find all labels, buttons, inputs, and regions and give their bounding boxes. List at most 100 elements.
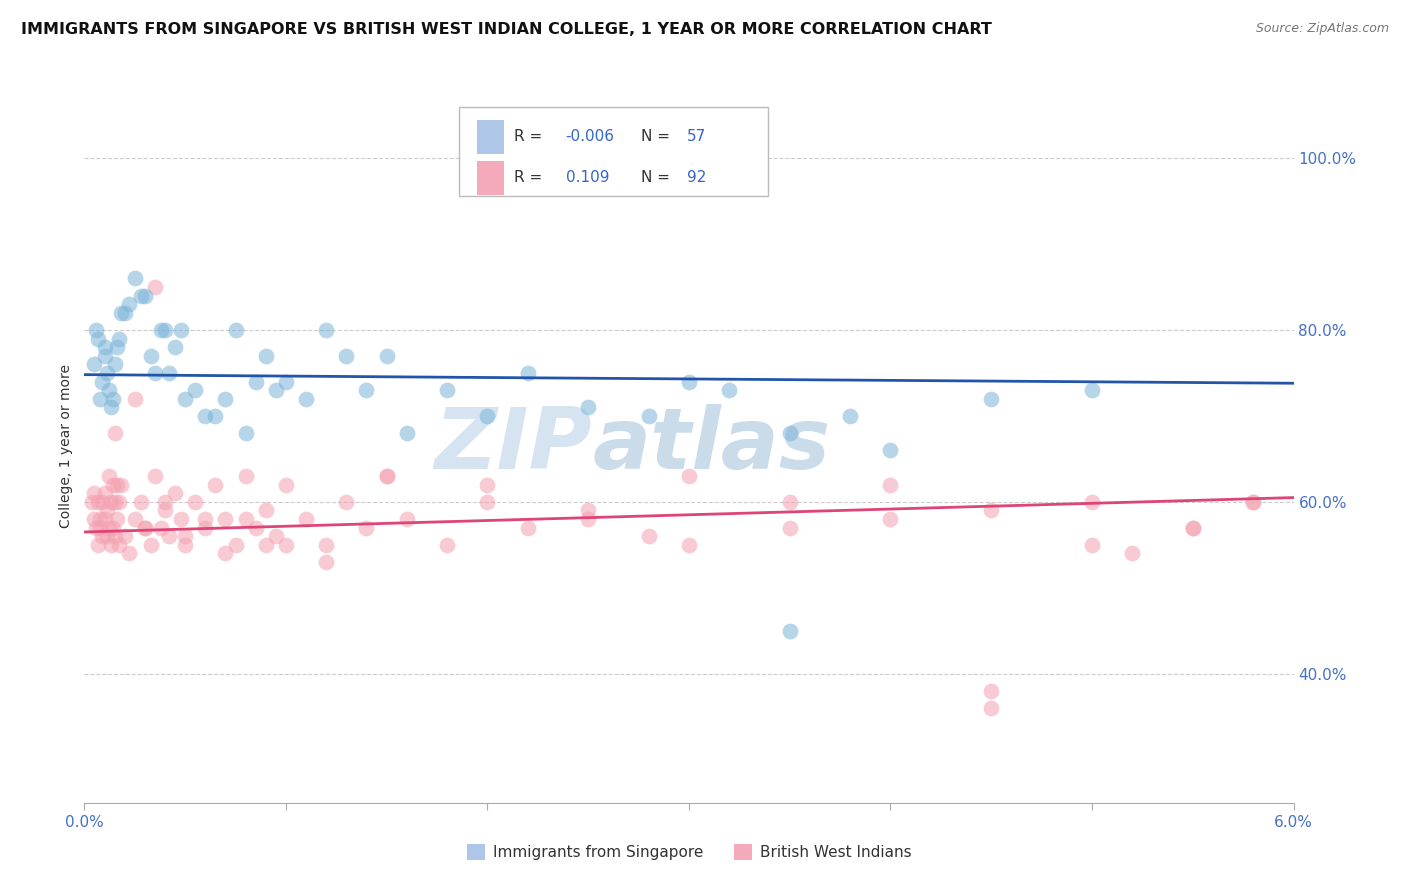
Point	[980, 684, 1002, 698]
Point	[980, 503, 1002, 517]
Point	[104, 495, 127, 509]
Point	[254, 349, 277, 363]
Point	[110, 477, 132, 491]
Point	[110, 306, 132, 320]
Text: -0.006: -0.006	[565, 129, 614, 145]
Point	[718, 383, 741, 397]
Point	[129, 288, 152, 302]
Point	[1181, 521, 1204, 535]
Point	[153, 503, 176, 517]
Point	[170, 512, 193, 526]
Point	[576, 401, 599, 415]
Point	[516, 366, 538, 380]
Point	[295, 512, 318, 526]
Point	[96, 503, 118, 517]
Point	[170, 323, 193, 337]
Point	[1241, 495, 1264, 509]
Point	[96, 529, 118, 543]
Point	[879, 443, 901, 458]
Point	[96, 366, 118, 380]
Point	[101, 477, 124, 491]
Point	[204, 477, 226, 491]
Point	[124, 392, 146, 406]
Point	[134, 521, 156, 535]
Point	[395, 426, 418, 441]
Point	[779, 495, 801, 509]
Point	[375, 469, 398, 483]
Point	[194, 409, 217, 423]
Point	[1181, 521, 1204, 535]
Text: R =: R =	[513, 129, 547, 145]
Point	[104, 529, 127, 543]
Point	[315, 555, 337, 569]
Point	[118, 297, 141, 311]
Point	[516, 521, 538, 535]
Point	[225, 323, 247, 337]
Point	[245, 521, 267, 535]
Point	[637, 409, 659, 423]
Point	[395, 512, 418, 526]
Text: ZIP: ZIP	[434, 404, 592, 488]
Text: Source: ZipAtlas.com: Source: ZipAtlas.com	[1256, 22, 1389, 36]
Point	[100, 538, 122, 552]
Point	[105, 477, 128, 491]
Point	[980, 701, 1002, 715]
Point	[107, 538, 129, 552]
Point	[839, 409, 862, 423]
Point	[97, 521, 120, 535]
Point	[477, 409, 499, 423]
Point	[436, 383, 458, 397]
Point	[214, 392, 236, 406]
Point	[86, 323, 108, 337]
Point	[100, 401, 122, 415]
Point	[107, 332, 129, 346]
Point	[477, 477, 499, 491]
Point	[980, 392, 1002, 406]
Point	[1081, 538, 1104, 552]
Point	[235, 426, 257, 441]
Y-axis label: College, 1 year or more: College, 1 year or more	[59, 364, 73, 528]
Point	[93, 512, 115, 526]
Point	[87, 332, 110, 346]
Text: 57: 57	[686, 129, 706, 145]
Point	[214, 512, 236, 526]
Point	[254, 538, 277, 552]
Point	[356, 521, 378, 535]
Bar	[478, 120, 503, 154]
Point	[1081, 495, 1104, 509]
Point	[89, 392, 111, 406]
Point	[124, 512, 146, 526]
Point	[89, 512, 111, 526]
Point	[97, 469, 120, 483]
Point	[153, 495, 176, 509]
Point	[274, 538, 297, 552]
Point	[254, 503, 277, 517]
Point	[576, 512, 599, 526]
Point	[153, 323, 176, 337]
Point	[149, 521, 172, 535]
Point	[83, 357, 105, 371]
Point	[274, 477, 297, 491]
Text: atlas: atlas	[592, 404, 831, 488]
Point	[174, 529, 197, 543]
Bar	[478, 161, 503, 195]
Point	[134, 288, 156, 302]
Point	[194, 521, 217, 535]
FancyBboxPatch shape	[460, 107, 768, 196]
Point	[118, 546, 141, 560]
Point	[204, 409, 226, 423]
Point	[82, 495, 104, 509]
Point	[165, 486, 187, 500]
Point	[315, 323, 337, 337]
Point	[91, 495, 114, 509]
Point	[83, 486, 105, 500]
Point	[101, 521, 124, 535]
Point	[779, 624, 801, 638]
Point	[143, 280, 166, 294]
Point	[779, 426, 801, 441]
Point	[104, 357, 127, 371]
Point	[139, 349, 162, 363]
Point	[356, 383, 378, 397]
Point	[335, 349, 357, 363]
Point	[83, 512, 105, 526]
